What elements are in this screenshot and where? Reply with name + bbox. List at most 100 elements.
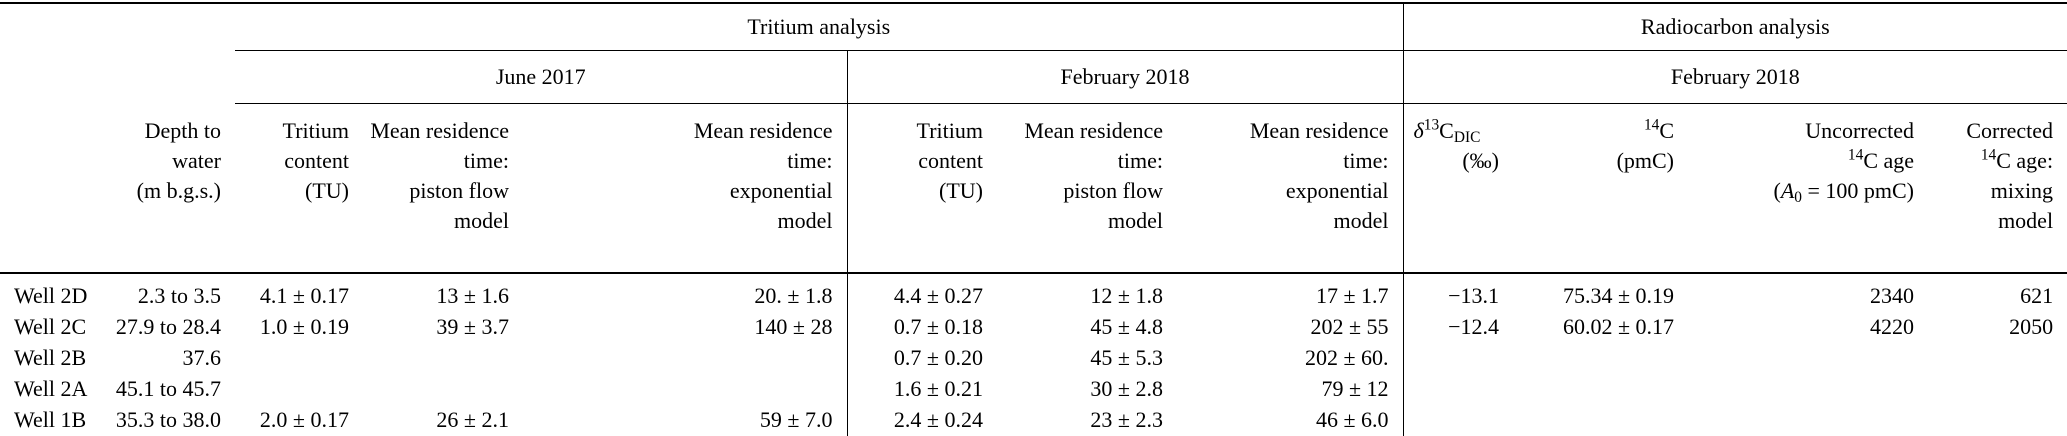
cell-tritium-content-june (235, 373, 363, 404)
cell-mrt-exponential-june: 20. ± 1.8 (754, 283, 833, 308)
mass-superscript: 13 (1423, 116, 1440, 134)
table-row: Well 2C 27.9 to 28.4 1.0 ± 0.19 39 ± 3.7… (0, 311, 2067, 342)
cell-tritium-content-february: 2.4 ± 0.24 (846, 404, 997, 436)
period-header-june-2017: June 2017 (235, 50, 847, 104)
cell-14c-pmc: 75.34 ± 0.19 (1562, 283, 1675, 308)
cell-uncorrected-age (1688, 342, 1928, 373)
cell-depth-to-water: 2.3 to 3.5 (137, 283, 221, 308)
header-line: mixing (1990, 178, 2054, 203)
cell-mrt-piston-june (363, 373, 523, 404)
cell-depth-to-water: 45.1 to 45.7 (115, 376, 221, 401)
paren-open: ( (1773, 178, 1781, 203)
header-line: Mean residence (1024, 118, 1163, 143)
cell-depth-to-water: 35.3 to 38.0 (115, 407, 221, 432)
cell-14c-pmc (1513, 404, 1688, 436)
cell-mrt-exponential-june: 140 ± 28 (754, 314, 833, 339)
cell-tritium-content-june (235, 342, 363, 373)
header-line: (m b.g.s.) (136, 177, 221, 203)
cell-tritium-content-june: 4.1 ± 0.17 (259, 283, 349, 308)
cell-mrt-exponential-june (523, 373, 847, 404)
element-symbol: C (1659, 118, 1675, 143)
period-header-february-2018-radiocarbon: February 2018 (1402, 50, 2067, 104)
header-line: 14C (1513, 116, 1674, 146)
header-line: (TU) (305, 178, 349, 203)
cell-mrt-piston-february: 23 ± 2.3 (1090, 407, 1163, 432)
cell-uncorrected-age: 2340 (1870, 283, 1915, 308)
cell-mrt-exponential-february: 79 ± 12 (1321, 376, 1389, 401)
header-line: Mean residence (1249, 118, 1389, 143)
cell-mrt-exponential-february: 202 ± 55 (1310, 314, 1389, 339)
header-line: time: (463, 148, 509, 173)
spacer-cell (0, 51, 235, 104)
header-line: (TU) (939, 178, 983, 203)
cell-mrt-exponential-february: 202 ± 60. (1304, 345, 1389, 370)
col-header-well-spacer (0, 103, 100, 274)
cell-tritium-content-february: 0.7 ± 0.20 (846, 342, 997, 373)
paren-rest: = 100 pmC) (1807, 178, 1915, 203)
header-line: exponential (1285, 178, 1389, 203)
delta-symbol: δ (1413, 118, 1424, 143)
table-row: Well 1B 35.3 to 38.0 2.0 ± 0.17 26 ± 2.1… (0, 404, 2067, 436)
cell-corrected-age: 621 (2020, 283, 2054, 308)
col-header-delta13c-dic: δ13CDIC (‰) (1402, 103, 1514, 274)
cell-14c-pmc: 60.02 ± 0.17 (1562, 314, 1675, 339)
cell-uncorrected-age (1688, 404, 1928, 436)
table-row: Well 2D 2.3 to 3.5 4.1 ± 0.17 13 ± 1.6 2… (0, 273, 2067, 311)
element-symbol: C (1439, 118, 1454, 143)
header-line: water (172, 147, 221, 173)
header-line: content (918, 148, 983, 173)
header-line: model (777, 208, 833, 233)
cell-tritium-content-february: 0.7 ± 0.18 (846, 311, 997, 342)
cell-corrected-age: 2050 (2009, 314, 2054, 339)
spacer-cell (0, 3, 235, 51)
header-line: Uncorrected (1805, 118, 1915, 143)
header-line: exponential (729, 178, 833, 203)
cell-14c-pmc (1513, 342, 1688, 373)
cell-delta13c (1402, 373, 1514, 404)
header-line: Depth to (144, 117, 221, 143)
cell-mrt-exponential-february: 17 ± 1.7 (1315, 283, 1389, 308)
table-row: Well 2A 45.1 to 45.7 1.6 ± 0.21 30 ± 2.8… (0, 373, 2067, 404)
cell-uncorrected-age: 4220 (1870, 314, 1915, 339)
cell-mrt-piston-june: 39 ± 3.7 (436, 314, 509, 339)
section-header-row: Tritium analysis Radiocarbon analysis (0, 3, 2067, 51)
period-header-row: June 2017 February 2018 February 2018 (0, 50, 2067, 104)
table-row: Well 2B 37.6 0.7 ± 0.20 45 ± 5.3 202 ± 6… (0, 342, 2067, 373)
cell-tritium-content-february: 1.6 ± 0.21 (846, 373, 997, 404)
cell-tritium-content-february: 4.4 ± 0.27 (846, 273, 997, 311)
header-line: model (1998, 208, 2054, 233)
header-line: time: (1343, 148, 1389, 173)
cell-mrt-exponential-february: 46 ± 6.0 (1315, 407, 1389, 432)
mass-superscript: 14 (1980, 146, 1997, 164)
table-body: Well 2D 2.3 to 3.5 4.1 ± 0.17 13 ± 1.6 2… (0, 273, 2067, 436)
header-line: model (1108, 208, 1163, 233)
mass-superscript: 14 (1847, 146, 1864, 164)
cell-14c-pmc (1513, 373, 1688, 404)
header-line: δ13CDIC (1414, 116, 1500, 146)
header-line: time: (1117, 148, 1163, 173)
col-header-mrt-piston-june: Mean residence time: piston flow model (363, 103, 523, 274)
mass-superscript: 14 (1643, 116, 1660, 134)
cell-delta13c: −13.1 (1402, 273, 1514, 311)
cell-tritium-content-june: 2.0 ± 0.17 (259, 407, 349, 432)
cell-depth-to-water: 37.6 (182, 345, 222, 370)
section-header-radiocarbon: Radiocarbon analysis (1402, 3, 2067, 51)
cell-corrected-age (1928, 342, 2067, 373)
header-unit: (‰) (1462, 148, 1500, 173)
cell-mrt-piston-february: 30 ± 2.8 (1090, 376, 1163, 401)
cell-mrt-piston-june: 26 ± 2.1 (436, 407, 509, 432)
col-header-tritium-content-june: Tritium content (TU) (235, 103, 363, 274)
header-line: piston flow (409, 178, 509, 203)
cell-well-name: Well 1B (14, 407, 87, 432)
col-header-tritium-content-february: Tritium content (TU) (846, 103, 997, 274)
header-line: model (1333, 208, 1389, 233)
cell-well-name: Well 2C (14, 314, 87, 339)
header-line: content (284, 148, 349, 173)
age-label: C age (1863, 148, 1915, 173)
cell-mrt-piston-june: 13 ± 1.6 (436, 283, 509, 308)
header-line: Mean residence (693, 118, 833, 143)
cell-delta13c (1402, 342, 1514, 373)
cell-tritium-content-june: 1.0 ± 0.19 (259, 314, 349, 339)
header-line: model (454, 208, 509, 233)
